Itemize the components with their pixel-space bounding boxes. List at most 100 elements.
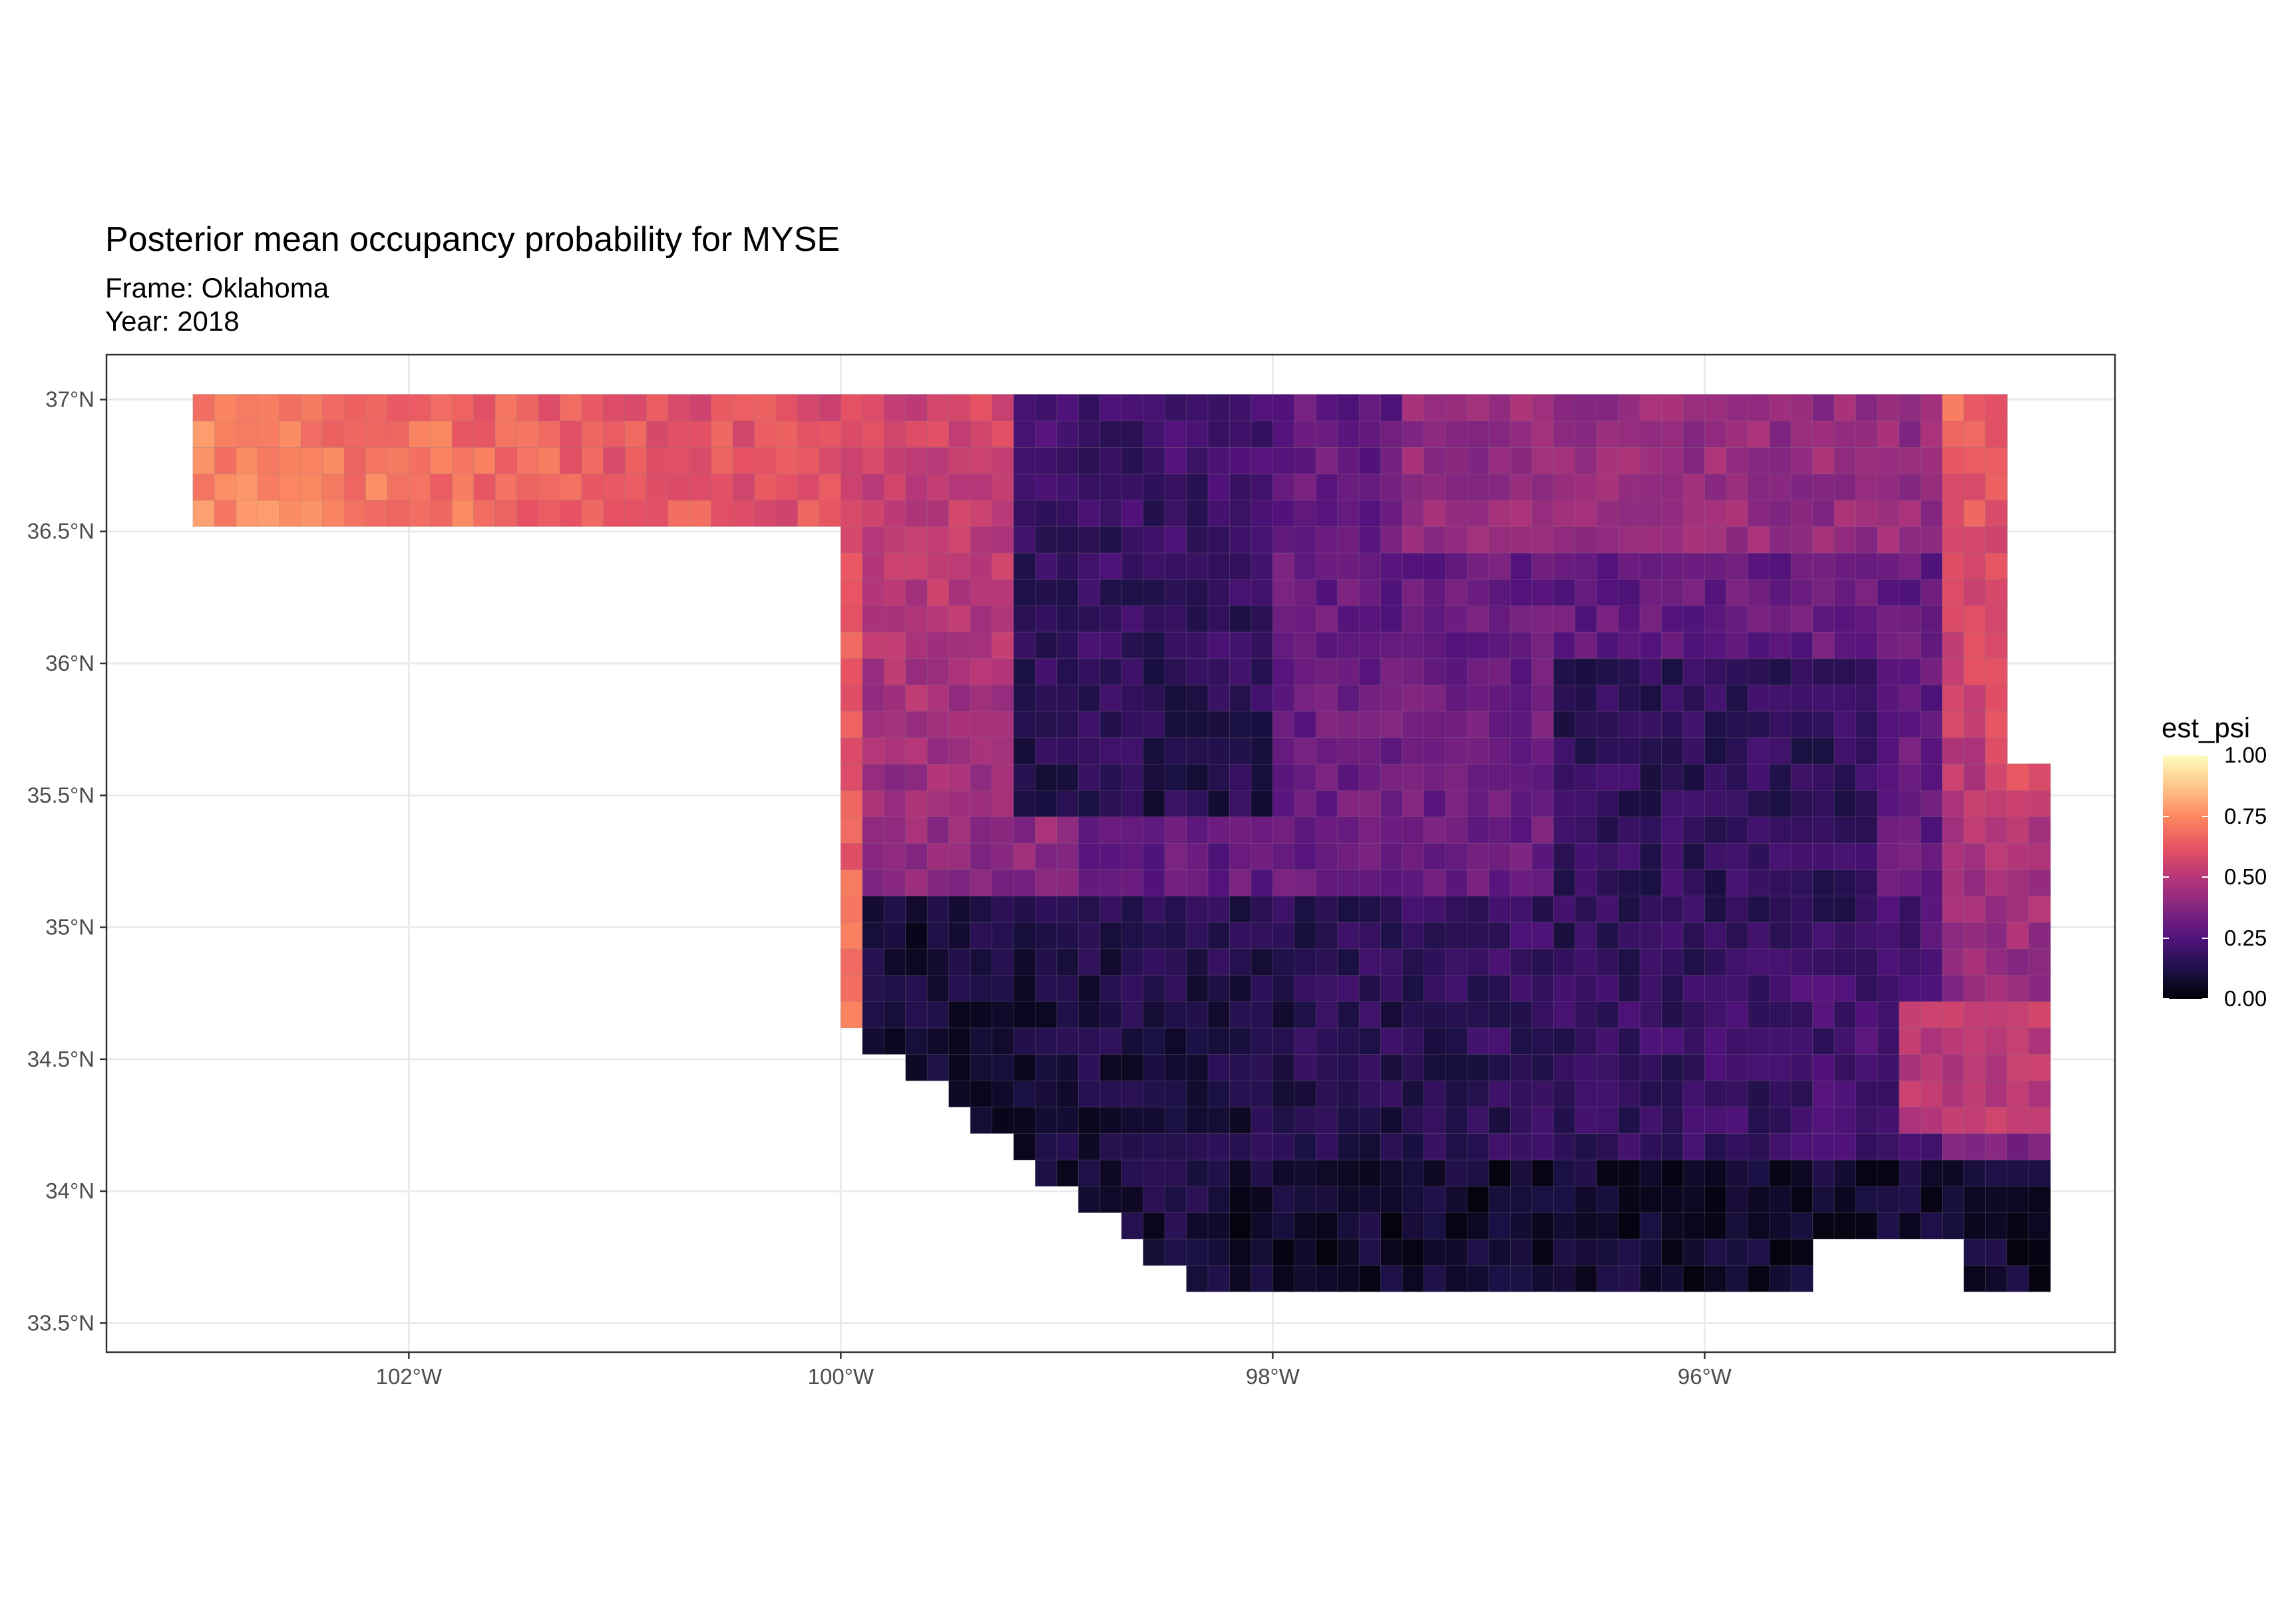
grid-cell [1358, 922, 1382, 950]
grid-cell [1013, 394, 1036, 422]
grid-cell [1488, 922, 1511, 950]
grid-cell [1704, 895, 1727, 923]
grid-cell [1207, 605, 1231, 633]
grid-cell [1941, 816, 1965, 844]
grid-cell [1596, 1238, 1619, 1266]
grid-cell [841, 394, 863, 422]
grid-cell [926, 737, 950, 765]
grid-cell [970, 1080, 993, 1108]
grid-cell [1445, 895, 1468, 923]
grid-cell [1294, 526, 1317, 554]
grid-cell [1099, 868, 1123, 897]
grid-cell [1661, 552, 1684, 580]
grid-cell [1899, 447, 1921, 474]
grid-cell [1035, 895, 1057, 923]
grid-cell [1661, 657, 1684, 685]
y-tick-label: 36.5°N [27, 519, 95, 544]
grid-cell [1056, 657, 1079, 685]
grid-cell [1402, 1027, 1425, 1055]
grid-cell [883, 394, 906, 422]
grid-cell [1488, 657, 1511, 685]
grid-cell [1877, 605, 1900, 633]
grid-cell [1143, 578, 1166, 606]
grid-cell [560, 499, 582, 527]
grid-cell [1488, 763, 1511, 791]
grid-cell [1488, 1001, 1511, 1029]
grid-cell [1661, 526, 1684, 554]
grid-cell [1337, 1133, 1360, 1161]
grid-cell [1143, 922, 1166, 950]
grid-cell [1358, 1185, 1382, 1213]
grid-cell [1575, 526, 1598, 554]
grid-cell [1358, 1238, 1382, 1266]
grid-cell [1424, 1027, 1446, 1055]
grid-cell [1596, 473, 1619, 501]
grid-cell [1164, 842, 1187, 870]
grid-cell [1833, 763, 1857, 791]
grid-cell [1726, 789, 1749, 818]
grid-cell [1877, 1159, 1900, 1187]
grid-cell [1985, 657, 2008, 685]
grid-cell [1726, 1133, 1749, 1161]
grid-cell [1013, 1027, 1036, 1055]
grid-cell [1553, 868, 1576, 897]
legend-tick-mark [2202, 937, 2208, 939]
grid-cell [408, 499, 431, 527]
grid-cell [1186, 711, 1209, 739]
grid-cell [1445, 447, 1468, 474]
grid-cell [1769, 684, 1792, 712]
grid-cell [516, 473, 540, 501]
grid-cell [1467, 789, 1489, 818]
grid-cell [1575, 420, 1598, 448]
grid-cell [992, 578, 1014, 606]
grid-cell [1985, 1159, 2008, 1187]
grid-cell [992, 842, 1014, 870]
grid-cell [1531, 684, 1555, 712]
grid-cell [1380, 552, 1404, 580]
grid-cell [1596, 974, 1619, 1002]
grid-cell [408, 394, 431, 422]
grid-cell [1747, 657, 1770, 685]
grid-cell [408, 473, 431, 501]
grid-cell [1056, 868, 1079, 897]
grid-cell [1963, 552, 1987, 580]
grid-cell [1769, 948, 1792, 976]
grid-cell [1337, 684, 1360, 712]
grid-cell [581, 473, 604, 501]
grid-cell [1618, 447, 1641, 474]
grid-cell [1639, 763, 1662, 791]
grid-cell [1035, 1080, 1057, 1108]
grid-cell [1553, 657, 1576, 685]
grid-cell [343, 473, 367, 501]
grid-cell [1682, 842, 1706, 870]
grid-cell [1121, 420, 1144, 448]
grid-cell [1424, 948, 1446, 976]
grid-cell [1358, 711, 1382, 739]
grid-cell [1509, 420, 1533, 448]
grid-cell [1575, 1106, 1598, 1134]
y-tick-label: 35°N [45, 915, 95, 940]
grid-cell [1877, 473, 1900, 501]
grid-cell [819, 447, 842, 474]
grid-cell [1315, 763, 1338, 791]
grid-cell [862, 605, 885, 633]
grid-cell [300, 394, 323, 422]
grid-cell [257, 499, 280, 527]
grid-cell [1077, 974, 1101, 1002]
grid-cell [257, 473, 280, 501]
grid-cell [1704, 499, 1727, 527]
grid-cell [841, 974, 863, 1002]
grid-cell [2007, 1212, 2030, 1240]
grid-cell [1488, 631, 1511, 659]
grid-cell [1099, 526, 1123, 554]
grid-cell [1509, 1080, 1533, 1108]
grid-cell [1402, 737, 1425, 765]
grid-cell [1424, 1238, 1446, 1266]
grid-cell [1229, 1053, 1252, 1081]
grid-cell [862, 631, 885, 659]
grid-cell [905, 1027, 928, 1055]
grid-cell [1639, 789, 1662, 818]
grid-cell [1855, 1159, 1879, 1187]
grid-cell [192, 447, 216, 474]
grid-cell [862, 1001, 885, 1029]
